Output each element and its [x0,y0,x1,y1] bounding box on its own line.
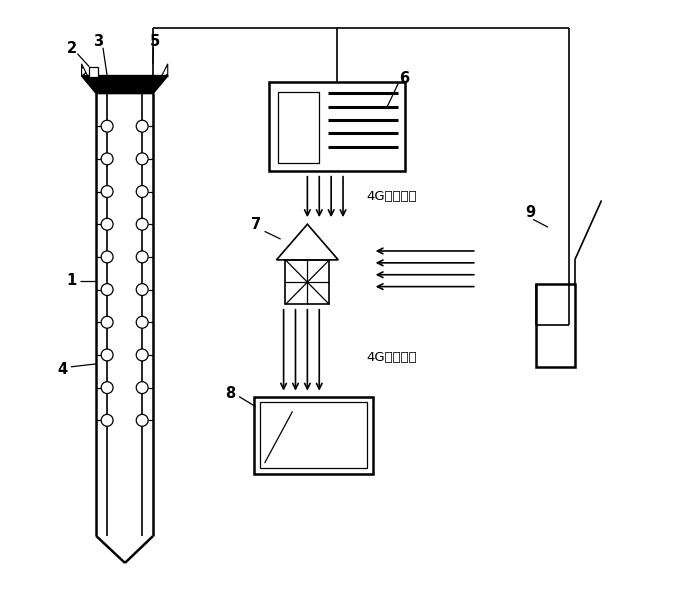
Circle shape [136,251,148,263]
Polygon shape [153,64,167,94]
Text: 1: 1 [66,273,77,288]
Circle shape [136,120,148,132]
Polygon shape [82,64,96,94]
Circle shape [136,153,148,165]
Circle shape [101,120,113,132]
Circle shape [101,186,113,198]
Circle shape [136,186,148,198]
Circle shape [136,219,148,230]
Text: 3: 3 [93,34,103,50]
Text: 4G无线传输: 4G无线传输 [367,352,417,364]
Text: 6: 6 [399,71,409,86]
Text: 4G无线传输: 4G无线传输 [367,190,417,203]
Bar [89,67,98,78]
Text: 9: 9 [525,205,536,220]
Circle shape [136,381,148,393]
Circle shape [136,349,148,361]
Circle shape [136,316,148,328]
Polygon shape [82,76,167,94]
Circle shape [101,414,113,426]
Bar [254,396,373,474]
Circle shape [101,284,113,296]
Circle shape [101,316,113,328]
Bar [260,402,367,468]
Circle shape [101,153,113,165]
Circle shape [101,251,113,263]
Text: 7: 7 [251,217,261,232]
Text: 4: 4 [57,362,67,377]
Circle shape [101,349,113,361]
Bar [268,82,406,171]
Circle shape [136,414,148,426]
Bar [285,260,329,304]
Circle shape [101,381,113,393]
Circle shape [136,284,148,296]
Bar [277,92,319,163]
Polygon shape [277,224,338,260]
Text: 2: 2 [66,41,77,57]
Text: 5: 5 [149,34,160,50]
Bar [536,284,575,367]
Circle shape [101,219,113,230]
Text: 8: 8 [225,386,235,401]
